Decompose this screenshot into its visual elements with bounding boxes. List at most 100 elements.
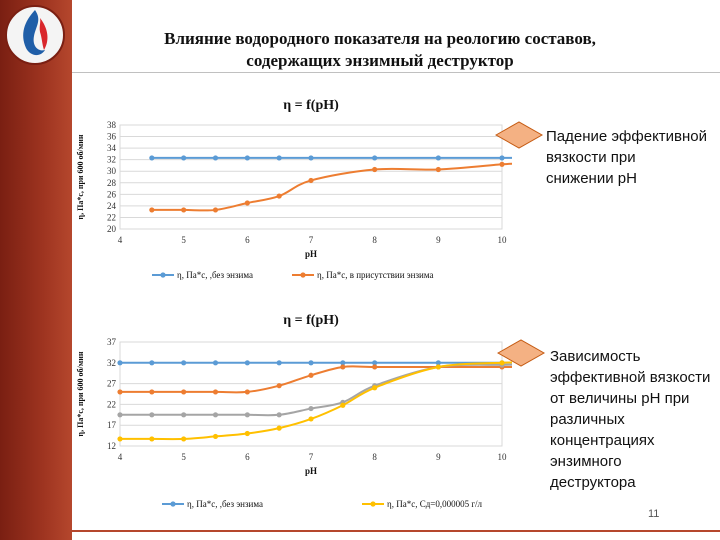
data-point: [340, 360, 346, 366]
y-tick-label: 37: [107, 337, 117, 347]
chart-title: η = f(pH): [283, 98, 339, 113]
x-tick-label: 4: [118, 235, 123, 245]
y-axis-label: η, Па*с, при 600 об/мин: [76, 351, 85, 436]
data-point: [340, 364, 346, 370]
data-point: [276, 155, 282, 161]
legend-marker: [170, 501, 176, 507]
y-tick-label: 12: [107, 441, 116, 451]
y-tick-label: 32: [107, 155, 116, 165]
x-tick-label: 8: [372, 235, 377, 245]
data-point: [308, 372, 314, 378]
legend-label: η, Па*с, ,без энзима: [187, 499, 263, 509]
x-axis-label: pH: [305, 466, 317, 476]
legend-marker: [300, 272, 306, 278]
slide-title-line-2: содержащих энзимный деструктор: [246, 51, 514, 70]
sidebar-band: [0, 0, 72, 540]
legend-marker: [370, 501, 376, 507]
data-point: [212, 207, 219, 213]
data-point: [117, 436, 123, 442]
y-tick-label: 22: [107, 212, 116, 222]
data-point: [212, 389, 219, 395]
callout-bottom-line-2: эффективной вязкости: [550, 369, 711, 386]
data-point: [181, 155, 187, 161]
y-tick-label: 22: [107, 399, 116, 409]
data-point: [372, 385, 378, 391]
data-point: [244, 430, 250, 437]
y-axis-label: η, Па*с, при 600 об/мин: [76, 134, 85, 219]
data-point: [372, 364, 378, 370]
data-point: [117, 389, 123, 395]
data-point: [181, 207, 187, 213]
data-point: [308, 177, 314, 184]
x-tick-label: 6: [245, 235, 250, 245]
data-point: [308, 405, 314, 412]
x-tick-label: 6: [245, 452, 250, 462]
data-point: [117, 360, 123, 366]
data-point: [181, 436, 187, 442]
data-point: [149, 389, 155, 395]
header-divider: [72, 72, 720, 73]
viscosity-ph-chart-2: η = f(pH) 12 17 22 27 32 37 4 5 6 7 8 9 10 pH η, Па*с, …: [76, 313, 512, 509]
x-axis-label: pH: [305, 249, 317, 259]
x-tick-label: 9: [436, 235, 441, 245]
data-point: [212, 412, 219, 418]
data-point: [435, 360, 441, 366]
legend-label: η, Па*с, Сд=0,000005 г/л: [387, 499, 483, 509]
x-tick-label: 10: [498, 235, 508, 245]
x-tick-label: 8: [372, 452, 377, 462]
data-point: [499, 155, 505, 161]
footer-divider: [72, 530, 720, 532]
data-point: [181, 389, 187, 395]
data-point: [244, 412, 250, 418]
legend-marker: [160, 272, 166, 278]
callout-text-bottom: Зависимость эффективной вязкости от вели…: [550, 346, 710, 493]
x-tick-label: 4: [118, 452, 123, 462]
data-point: [149, 155, 155, 161]
y-tick-label: 27: [107, 379, 117, 389]
legend-label: η, Па*с, в присутствии энзима: [317, 270, 434, 280]
data-point: [276, 383, 282, 389]
x-tick-label: 10: [498, 452, 508, 462]
x-tick-label: 5: [181, 452, 186, 462]
data-point: [212, 155, 219, 161]
plot-area: [119, 124, 503, 230]
callout-bottom-line-1: Зависимость: [550, 348, 641, 365]
data-point: [372, 360, 378, 366]
legend-label: η, Па*с, ,без энзима: [177, 270, 253, 280]
y-tick-label: 28: [107, 178, 117, 188]
y-tick-label: 34: [107, 143, 117, 153]
data-point: [499, 360, 505, 366]
callout-top-line-3: снижении pH: [546, 170, 637, 187]
data-point: [372, 155, 378, 161]
y-tick-label: 36: [107, 132, 117, 142]
x-tick-label: 7: [309, 452, 314, 462]
data-point: [149, 207, 155, 213]
callout-top-line-1: Падение эффективной: [546, 128, 708, 145]
data-point: [244, 155, 250, 161]
data-point: [244, 200, 250, 206]
data-point: [276, 360, 282, 366]
callout-top-line-2: вязкости при: [546, 149, 636, 166]
data-point: [372, 166, 378, 173]
y-tick-label: 26: [107, 189, 117, 199]
series-line: [151, 162, 512, 212]
slide-title-line-1: Влияние водородного показателя на реолог…: [164, 29, 596, 48]
callout-arrow-top: [494, 121, 544, 149]
data-point: [340, 402, 346, 408]
callout-arrow-bottom: [496, 339, 546, 367]
callout-bottom-line-7: деструктора: [550, 474, 636, 491]
data-point: [149, 436, 155, 442]
y-tick-label: 20: [107, 224, 117, 234]
data-point: [212, 360, 219, 366]
y-tick-label: 30: [107, 166, 117, 176]
y-tick-label: 32: [107, 358, 116, 368]
data-point: [149, 360, 155, 366]
x-tick-label: 7: [309, 235, 314, 245]
data-point: [499, 161, 505, 167]
plot-area: [119, 341, 503, 447]
callout-bottom-line-3: от величины pH при: [550, 390, 690, 407]
x-tick-label: 5: [181, 235, 186, 245]
data-point: [276, 425, 282, 431]
chart-title: η = f(pH): [283, 313, 339, 328]
